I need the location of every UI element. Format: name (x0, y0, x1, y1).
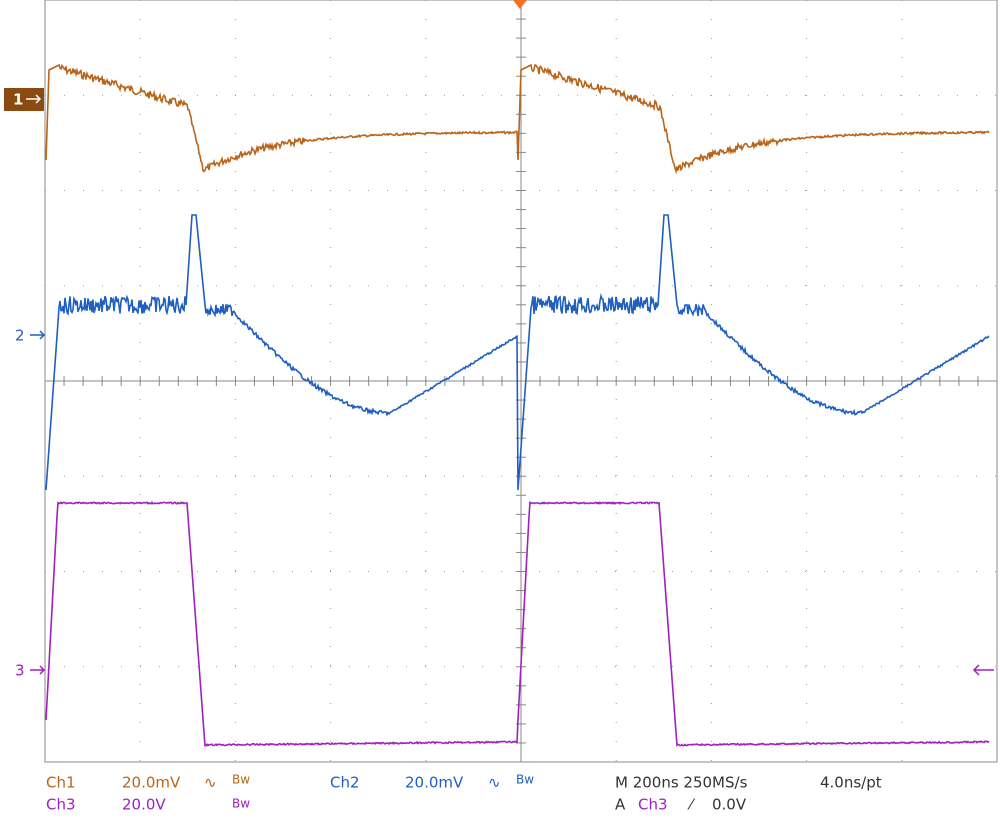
ch2-scale: 20.0mV (405, 774, 464, 792)
ch2-arrow (30, 330, 46, 340)
ch1-arrow (26, 94, 42, 104)
ch3-marker: 3 (15, 662, 25, 680)
trigger-source: Ch3 (638, 796, 668, 814)
trigger-position (513, 0, 527, 9)
ch1-marker: 1 (13, 91, 23, 109)
ch2-label: Ch2 (330, 774, 360, 792)
ch3-bw: Bw (232, 797, 250, 811)
ch3-scale: 20.0V (122, 796, 166, 814)
ch1-marker-box (4, 88, 44, 111)
ch1-bw: Bw (232, 773, 250, 787)
ch2-bw: Bw (516, 773, 534, 787)
ch3-arrow (30, 665, 46, 675)
trigger-label: A (615, 796, 626, 814)
ch2-coupling: ∿ (488, 774, 501, 792)
ch3-trace (45, 500, 990, 747)
trigger-level-arrow (972, 664, 994, 676)
resolution: 4.0ns/pt (820, 774, 882, 792)
ch2-trace (45, 214, 990, 491)
ch2-marker: 2 (15, 327, 25, 345)
ch1-coupling: ∿ (204, 774, 217, 792)
trigger-slope: ⁄ (687, 796, 696, 814)
timebase: M 200ns 250MS/s (615, 774, 748, 792)
ch3-label: Ch3 (46, 796, 76, 814)
ch1-trace (45, 63, 990, 175)
traces (45, 63, 990, 747)
trigger-level: 0.0V (712, 796, 747, 814)
ch1-scale: 20.0mV (122, 774, 181, 792)
ch1-label: Ch1 (46, 774, 76, 792)
graticule (44, 0, 998, 763)
